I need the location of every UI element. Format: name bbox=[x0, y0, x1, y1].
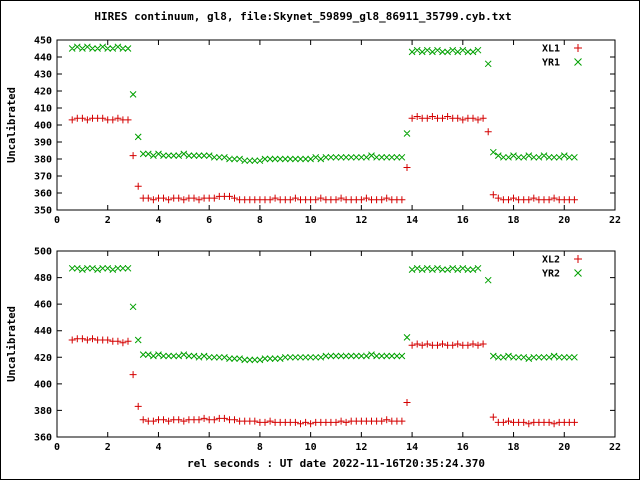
y-tick-label: 350 bbox=[34, 206, 52, 217]
x-tick-label: 20 bbox=[558, 215, 570, 226]
y-tick-label: 400 bbox=[34, 121, 52, 132]
x-tick-label: 18 bbox=[508, 442, 520, 453]
x-tick-label: 14 bbox=[406, 215, 418, 226]
y-tick-label: 360 bbox=[34, 189, 52, 200]
x-tick-label: 8 bbox=[257, 215, 263, 226]
legend-label-xl2: XL2 bbox=[542, 255, 560, 266]
x-tick-label: 6 bbox=[206, 442, 212, 453]
y-tick-label: 430 bbox=[34, 70, 52, 81]
series-yr2 bbox=[68, 264, 578, 364]
legend-marker-yr2 bbox=[574, 269, 582, 277]
x-tick-label: 20 bbox=[558, 442, 570, 453]
y-tick-label: 440 bbox=[34, 53, 52, 64]
x-tick-label: 8 bbox=[257, 442, 263, 453]
legend-label-yr2: YR2 bbox=[542, 269, 560, 280]
legend-label-xl1: XL1 bbox=[542, 44, 560, 55]
x-tick-label: 22 bbox=[609, 442, 621, 453]
series-xl2 bbox=[68, 335, 578, 428]
chart-title: HIRES continuum, gl8, file:Skynet_59899_… bbox=[94, 10, 511, 23]
y-tick-label: 450 bbox=[34, 36, 52, 47]
y-tick-label: 380 bbox=[34, 406, 52, 417]
x-tick-label: 2 bbox=[105, 215, 111, 226]
x-tick-label: 4 bbox=[155, 442, 161, 453]
x-tick-label: 18 bbox=[508, 215, 520, 226]
y-tick-label: 400 bbox=[34, 379, 52, 390]
y-tick-label: 480 bbox=[34, 273, 52, 284]
legend-marker-yr1 bbox=[574, 58, 582, 66]
legend-marker-xl1 bbox=[574, 44, 582, 52]
y-axis-label-top: Uncalibrated bbox=[6, 87, 18, 163]
y-tick-label: 380 bbox=[34, 155, 52, 166]
x-tick-label: 6 bbox=[206, 215, 212, 226]
panel-bottom: 0 2 4 6 8 10 12 14 16 18 20 22 360 380 400 420 440 460 480… bbox=[34, 247, 621, 454]
panel-top: 0 2 4 6 8 10 12 14 16 18 20 22 350 360 370 380 390 400 410… bbox=[34, 36, 621, 227]
x-tick-label: 0 bbox=[54, 442, 60, 453]
plot-border bbox=[56, 250, 616, 438]
y-axis-label-bottom: Uncalibrated bbox=[6, 306, 18, 382]
x-axis-label: rel seconds : UT date 2022-11-16T20:35:2… bbox=[187, 457, 485, 470]
x-tick-label: 12 bbox=[355, 215, 367, 226]
y-tick-label: 460 bbox=[34, 300, 52, 311]
x-tick-label: 2 bbox=[105, 442, 111, 453]
axis-ticks bbox=[56, 250, 616, 438]
y-tick-label: 420 bbox=[34, 87, 52, 98]
x-tick-label: 16 bbox=[457, 215, 469, 226]
legend-marker-xl2 bbox=[574, 255, 582, 263]
axis-ticks bbox=[56, 39, 616, 211]
legend-label-yr1: YR1 bbox=[542, 58, 560, 69]
x-tick-label: 14 bbox=[406, 442, 418, 453]
y-tick-label: 390 bbox=[34, 138, 52, 149]
x-tick-label: 22 bbox=[609, 215, 621, 226]
y-tick-label: 360 bbox=[34, 433, 52, 444]
y-tick-label: 370 bbox=[34, 172, 52, 183]
x-tick-label: 0 bbox=[54, 215, 60, 226]
x-tick-label: 16 bbox=[457, 442, 469, 453]
x-tick-label: 12 bbox=[355, 442, 367, 453]
y-tick-label: 500 bbox=[34, 247, 52, 258]
y-tick-label: 440 bbox=[34, 326, 52, 337]
series-yr1 bbox=[68, 43, 578, 165]
series-xl1 bbox=[68, 113, 578, 204]
x-tick-label: 10 bbox=[305, 442, 317, 453]
x-tick-label: 10 bbox=[305, 215, 317, 226]
y-tick-label: 420 bbox=[34, 353, 52, 364]
x-tick-label: 4 bbox=[155, 215, 161, 226]
y-tick-label: 410 bbox=[34, 104, 52, 115]
